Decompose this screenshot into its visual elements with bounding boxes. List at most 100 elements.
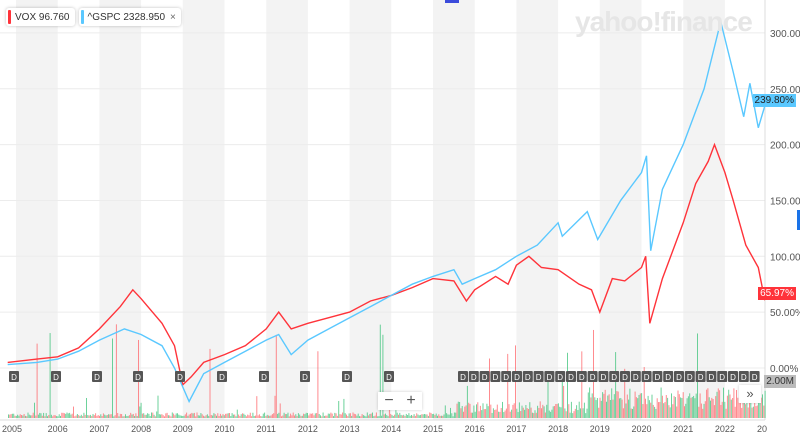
volume-bar (294, 415, 295, 418)
dividend-marker-label: D (135, 373, 141, 382)
dividend-marker-bg (175, 371, 185, 382)
volume-bar (344, 413, 346, 418)
dividend-marker-label: D (547, 373, 553, 382)
y-tick-label: 100.00% (770, 252, 800, 263)
volume-bar (86, 397, 87, 418)
volume-bar (621, 399, 623, 418)
volume-bar (563, 385, 565, 418)
volume-bar (534, 410, 536, 418)
volume-bar (513, 403, 515, 418)
x-tick-label: 2018 (548, 424, 568, 434)
dividend-marker-label: D (482, 373, 488, 382)
volume-bar (231, 413, 233, 418)
volume-bar (9, 414, 11, 418)
dividend-marker: D (620, 371, 630, 382)
dividend-marker-label: D (719, 373, 725, 382)
volume-bar (702, 408, 704, 418)
volume-bar (240, 414, 242, 418)
volume-bar (580, 408, 581, 418)
volume-bar (209, 348, 211, 418)
volume-bar (472, 412, 474, 418)
volume-bar (22, 415, 24, 418)
volume-bar (576, 405, 578, 418)
volume-bar (17, 414, 19, 418)
volume-bar (113, 416, 115, 418)
legend-gspc[interactable]: ^GSPC 2328.950 × (78, 8, 181, 26)
volume-bar (37, 414, 39, 418)
series-line-gspc (7, 21, 768, 404)
dividend-marker-label: D (503, 373, 509, 382)
volume-bar (218, 416, 220, 418)
year-band (182, 0, 225, 420)
volume-bar (713, 405, 715, 418)
volume-bar (429, 412, 431, 418)
volume-bar (174, 415, 176, 418)
dividend-marker-label: D (709, 373, 715, 382)
dividend-marker-bg (342, 371, 352, 382)
dividend-marker-bg (544, 371, 555, 382)
volume-bar (716, 391, 718, 418)
x-tick-label: 20 (757, 424, 767, 434)
volume-bar (470, 412, 472, 418)
volume-bar (251, 416, 253, 418)
dividend-marker-bg (501, 371, 512, 382)
close-icon[interactable]: × (170, 11, 176, 23)
x-tick-label: 2006 (48, 424, 68, 434)
scroll-right-button[interactable]: » (739, 385, 761, 403)
volume-bar (153, 414, 155, 418)
volume-bar (148, 413, 150, 418)
gspc-color-swatch (80, 10, 84, 24)
side-panel-handle[interactable] (797, 210, 800, 230)
volume-bar (205, 415, 207, 418)
dividend-marker-bg (663, 371, 674, 382)
volume-bar (313, 415, 315, 418)
y-tick-label: 250.00% (770, 85, 800, 96)
volume-bar (359, 416, 360, 418)
volume-bar (199, 415, 201, 418)
volume-bar (491, 412, 493, 418)
range-handle-top[interactable] (445, 0, 459, 3)
volume-bar (47, 416, 48, 418)
dividend-marker-bg (217, 371, 227, 382)
volume-bar (550, 411, 552, 418)
zoom-in-button[interactable]: + (406, 392, 416, 409)
volume-bar (542, 404, 544, 418)
volume-bar (646, 404, 648, 418)
volume-bar (561, 376, 563, 418)
volume-bar (440, 415, 442, 418)
volume-bar (115, 324, 117, 418)
volume-bar (676, 406, 678, 418)
volume-bar (121, 414, 123, 418)
legend-vox[interactable]: VOX 96.760 (6, 8, 75, 26)
gspc-symbol: ^GSPC (87, 11, 121, 23)
volume-bar (530, 407, 532, 418)
volume-bar (559, 406, 561, 418)
volume-bar (499, 411, 501, 418)
volume-bar (223, 415, 225, 418)
volume-bar (123, 416, 125, 418)
volume-bar (455, 412, 457, 418)
zoom-out-button[interactable]: − (384, 392, 394, 409)
volume-bar (232, 414, 234, 418)
volume-bar (273, 413, 275, 418)
volume-bar (182, 415, 184, 418)
dividend-marker: D (684, 371, 695, 382)
volume-bar (45, 413, 47, 418)
dividend-marker: D (641, 371, 652, 382)
volume-bar (292, 412, 294, 418)
volume-bar (317, 351, 319, 418)
volume-bar (378, 416, 380, 418)
volume-bar (490, 404, 492, 418)
x-tick-label: 2015 (423, 424, 443, 434)
volume-bar (67, 413, 69, 418)
volume-bar (106, 415, 108, 418)
volume-bar (117, 413, 119, 418)
volume-bar (608, 394, 610, 418)
dividend-marker-label: D (53, 373, 59, 382)
volume-bar (485, 409, 487, 418)
volume-bar (252, 412, 254, 418)
year-band (683, 0, 725, 420)
volume-bar (147, 413, 149, 418)
volume-bar (479, 405, 481, 418)
